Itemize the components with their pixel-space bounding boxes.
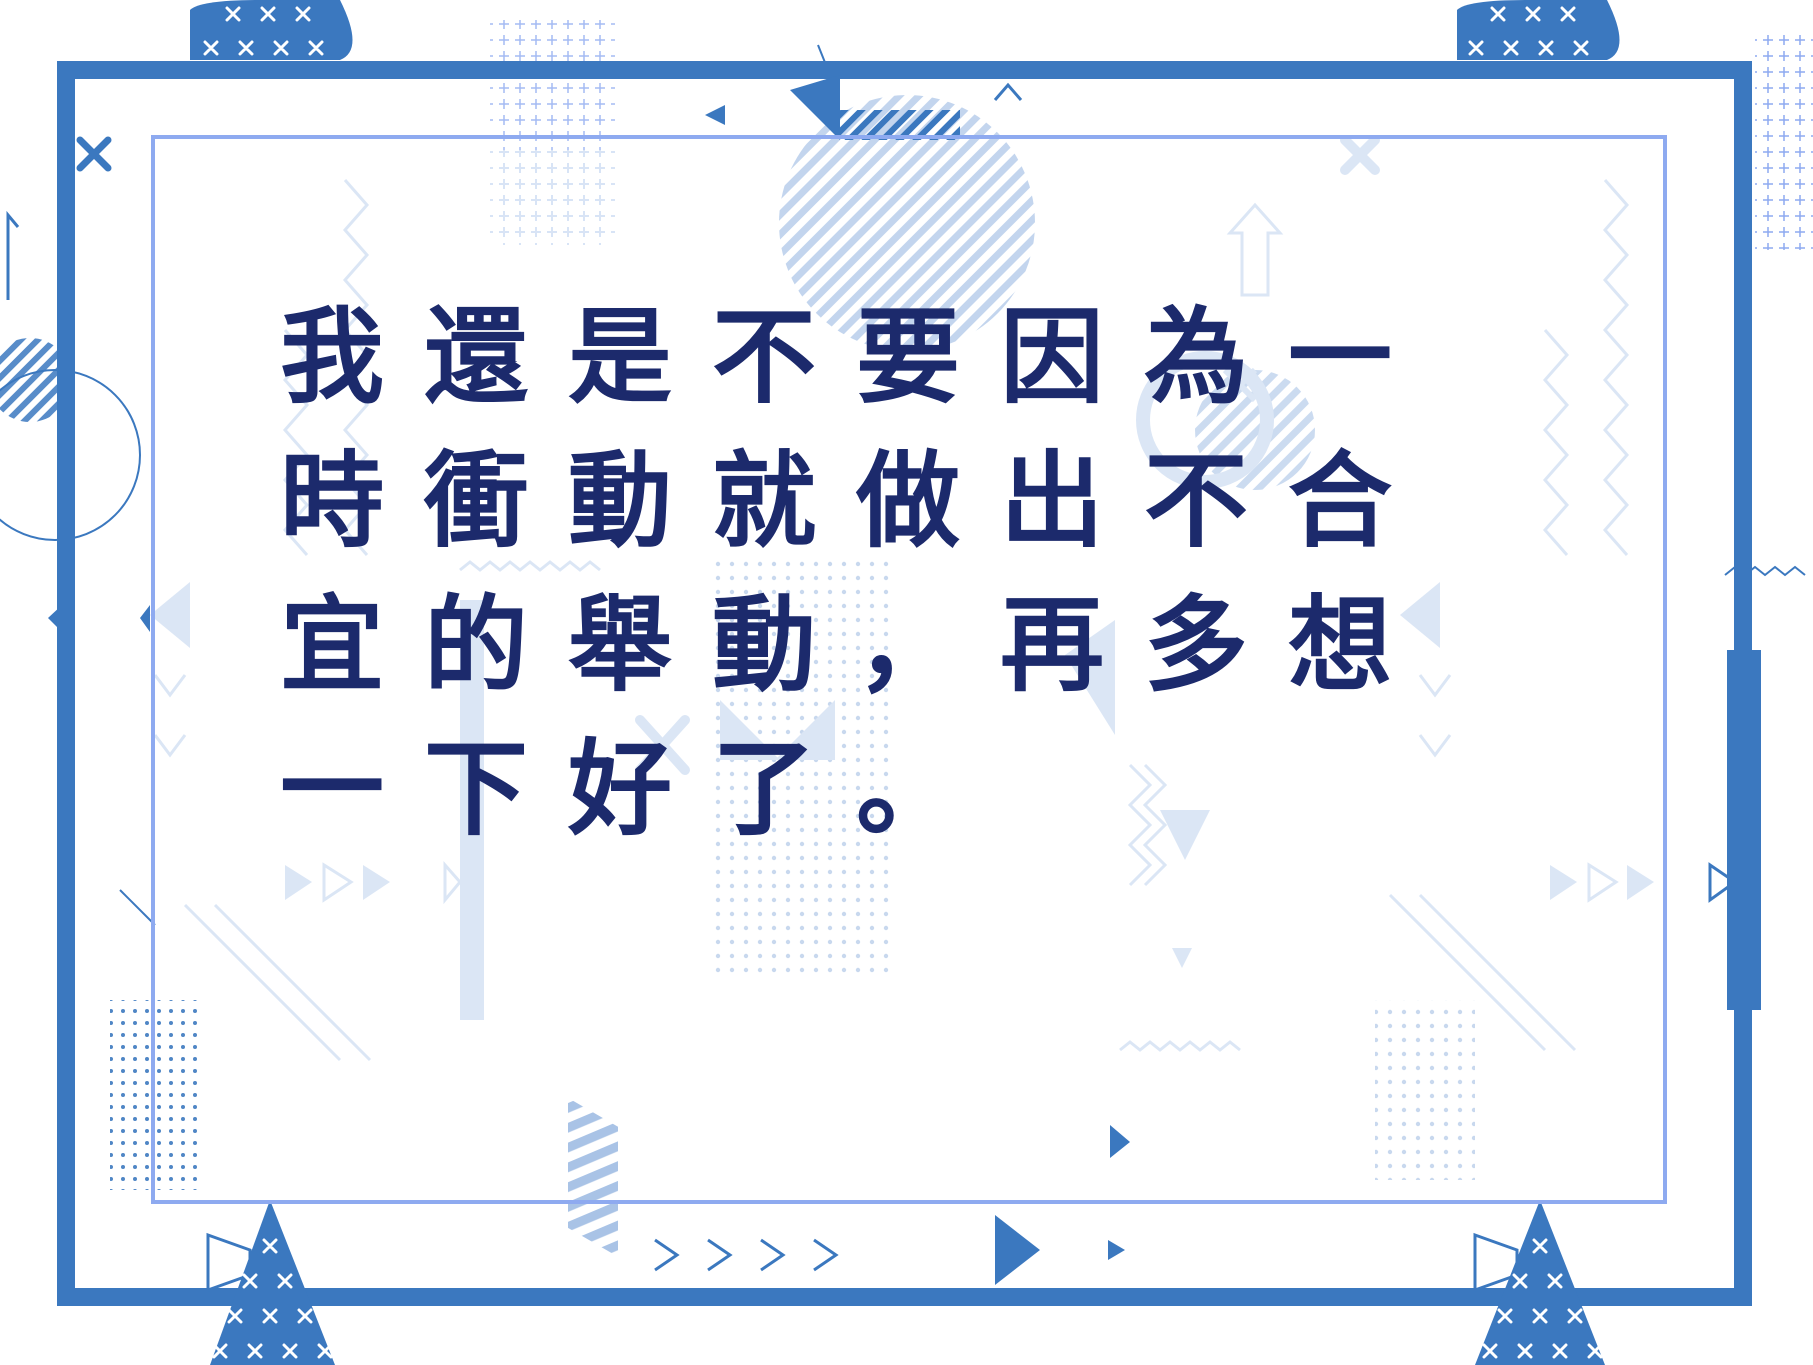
- dotted-column-decoration: [710, 560, 895, 980]
- play-icon-bottom: [995, 1215, 1040, 1285]
- cross-triangle-bottom-right: [1475, 1200, 1605, 1365]
- inner-frame: [151, 135, 1667, 1204]
- cross-icon-left: [76, 136, 112, 172]
- cross-triangle-bottom-left: [210, 1200, 335, 1365]
- quote-text: 我還是不要因為一時衝動就做出不合宜的舉動，再多想一下好了。: [280, 295, 1433, 850]
- dotted-corner-decoration: [110, 1000, 205, 1190]
- striped-circle-decoration: [779, 95, 1035, 351]
- plus-grid-right-decoration: [1755, 30, 1813, 250]
